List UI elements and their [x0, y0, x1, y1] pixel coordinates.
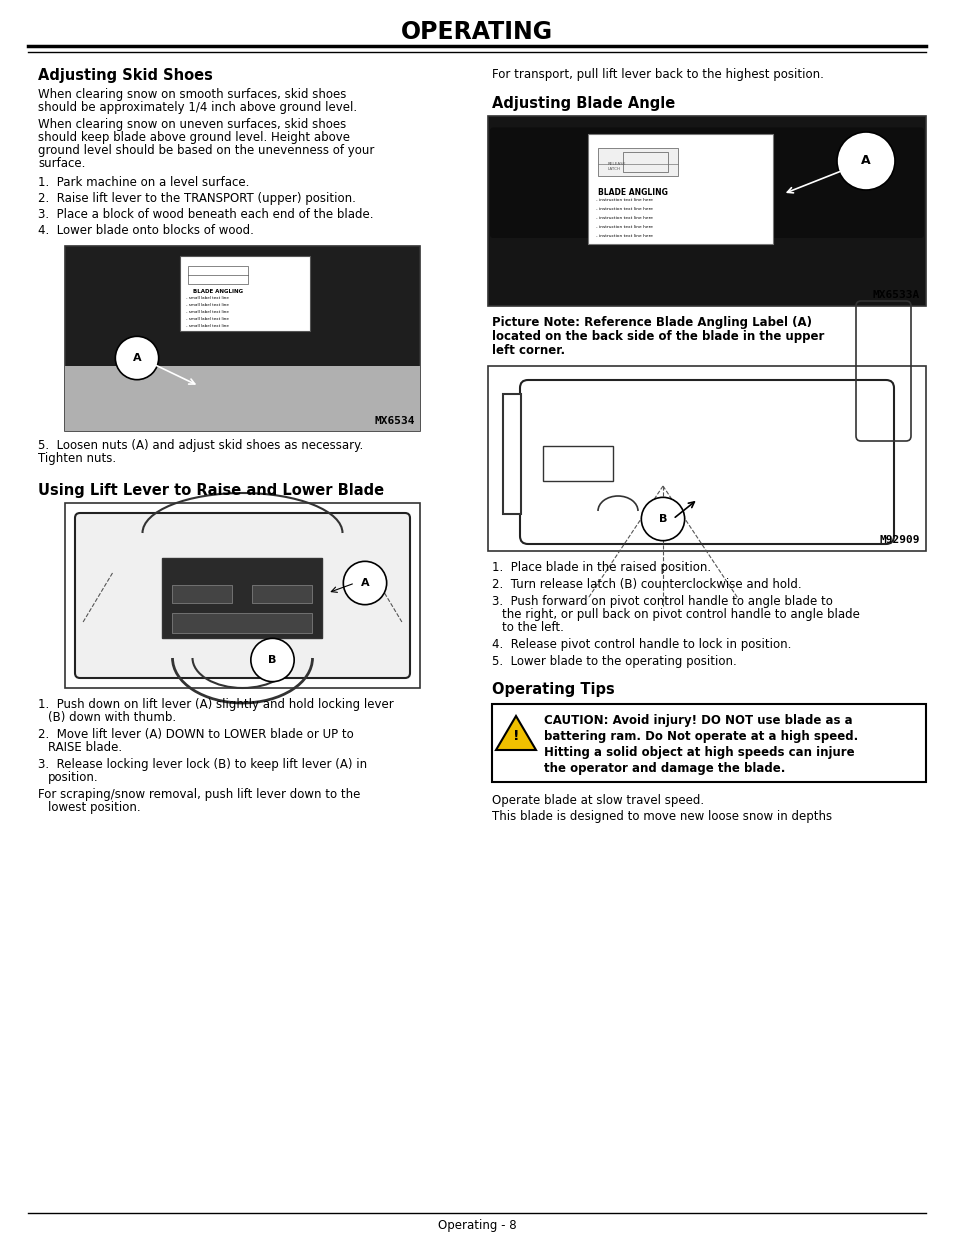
Text: RELEASE
LATCH: RELEASE LATCH [607, 162, 626, 170]
Text: surface.: surface. [38, 157, 85, 170]
Text: BLADE ANGLING: BLADE ANGLING [598, 188, 667, 198]
Bar [502, 394, 520, 514]
Bar [542, 446, 613, 480]
Text: - small label text line: - small label text line [186, 324, 229, 329]
Text: 1.  Push down on lift lever (A) slightly and hold locking lever: 1. Push down on lift lever (A) slightly … [38, 698, 394, 711]
Text: ground level should be based on the unevenness of your: ground level should be based on the unev… [38, 144, 374, 157]
Text: battering ram. Do Not operate at a high speed.: battering ram. Do Not operate at a high … [543, 730, 858, 743]
Bar [492, 704, 925, 782]
Text: 1.  Park machine on a level surface.: 1. Park machine on a level surface. [38, 177, 249, 189]
Text: - small label text line: - small label text line [186, 296, 229, 300]
Text: 3.  Place a block of wood beneath each end of the blade.: 3. Place a block of wood beneath each en… [38, 207, 374, 221]
Text: left corner.: left corner. [492, 345, 564, 357]
FancyBboxPatch shape [75, 513, 410, 678]
Text: BLADE ANGLING: BLADE ANGLING [193, 289, 243, 294]
Text: For transport, pull lift lever back to the highest position.: For transport, pull lift lever back to t… [492, 68, 823, 82]
Bar [622, 152, 667, 172]
Text: Using Lift Lever to Raise and Lower Blade: Using Lift Lever to Raise and Lower Blad… [38, 483, 384, 498]
Text: 2.  Raise lift lever to the TRANSPORT (upper) position.: 2. Raise lift lever to the TRANSPORT (up… [38, 191, 355, 205]
Text: the right, or pull back on pivot control handle to angle blade: the right, or pull back on pivot control… [501, 608, 859, 621]
Text: MX6533A: MX6533A [872, 290, 919, 300]
Text: (B) down with thumb.: (B) down with thumb. [48, 711, 176, 724]
Text: - small label text line: - small label text line [186, 303, 229, 308]
Text: 5.  Lower blade to the operating position.: 5. Lower blade to the operating position… [492, 655, 736, 668]
Polygon shape [496, 716, 536, 750]
Text: Adjusting Skid Shoes: Adjusting Skid Shoes [38, 68, 213, 83]
Bar [162, 558, 322, 638]
Text: A: A [132, 353, 141, 363]
Text: Picture Note: Reference Blade Angling Label (A): Picture Note: Reference Blade Angling La… [492, 316, 811, 329]
Text: When clearing snow on smooth surfaces, skid shoes: When clearing snow on smooth surfaces, s… [38, 88, 346, 101]
Text: MX6534: MX6534 [375, 416, 415, 426]
Text: - instruction text line here: - instruction text line here [596, 225, 652, 228]
Text: CAUTION: Avoid injury! DO NOT use blade as a: CAUTION: Avoid injury! DO NOT use blade … [543, 714, 852, 727]
Text: should be approximately 1/4 inch above ground level.: should be approximately 1/4 inch above g… [38, 101, 356, 114]
Text: - instruction text line here: - instruction text line here [596, 207, 652, 211]
Text: Operate blade at slow travel speed.: Operate blade at slow travel speed. [492, 794, 703, 806]
Bar [180, 256, 310, 331]
Text: B: B [268, 655, 276, 664]
Text: should keep blade above ground level. Height above: should keep blade above ground level. He… [38, 131, 350, 144]
Bar [188, 266, 248, 284]
Text: located on the back side of the blade in the upper: located on the back side of the blade in… [492, 330, 823, 343]
Text: the operator and damage the blade.: the operator and damage the blade. [543, 762, 784, 776]
Text: Operating - 8: Operating - 8 [437, 1219, 516, 1231]
Text: OPERATING: OPERATING [400, 20, 553, 44]
Bar [253, 585, 313, 603]
Text: When clearing snow on uneven surfaces, skid shoes: When clearing snow on uneven surfaces, s… [38, 119, 346, 131]
Bar [488, 366, 925, 551]
Text: 3.  Release locking lever lock (B) to keep lift lever (A) in: 3. Release locking lever lock (B) to kee… [38, 758, 367, 771]
Text: 5.  Loosen nuts (A) and adjust skid shoes as necessary.: 5. Loosen nuts (A) and adjust skid shoes… [38, 438, 363, 452]
Text: RAISE blade.: RAISE blade. [48, 741, 122, 755]
Text: B: B [659, 514, 666, 524]
Text: 3.  Push forward on pivot control handle to angle blade to: 3. Push forward on pivot control handle … [492, 595, 832, 608]
Text: 1.  Place blade in the raised position.: 1. Place blade in the raised position. [492, 561, 710, 574]
Text: 4.  Lower blade onto blocks of wood.: 4. Lower blade onto blocks of wood. [38, 224, 253, 237]
Text: A: A [360, 578, 369, 588]
Text: Operating Tips: Operating Tips [492, 682, 614, 697]
Text: A: A [861, 154, 870, 168]
Bar [587, 135, 772, 245]
Text: Tighten nuts.: Tighten nuts. [38, 452, 116, 466]
Bar [488, 116, 925, 306]
Text: For scraping/snow removal, push lift lever down to the: For scraping/snow removal, push lift lev… [38, 788, 360, 802]
Bar [172, 585, 233, 603]
Text: 2.  Move lift lever (A) DOWN to LOWER blade or UP to: 2. Move lift lever (A) DOWN to LOWER bla… [38, 727, 354, 741]
Text: 4.  Release pivot control handle to lock in position.: 4. Release pivot control handle to lock … [492, 638, 791, 651]
Text: to the left.: to the left. [501, 621, 563, 634]
Bar [65, 246, 419, 431]
Text: lowest position.: lowest position. [48, 802, 140, 814]
Text: This blade is designed to move new loose snow in depths: This blade is designed to move new loose… [492, 810, 831, 823]
Text: Hitting a solid object at high speeds can injure: Hitting a solid object at high speeds ca… [543, 746, 854, 760]
FancyBboxPatch shape [490, 127, 923, 238]
Text: M92909: M92909 [879, 535, 919, 545]
Text: 2.  Turn release latch (B) counterclockwise and hold.: 2. Turn release latch (B) counterclockwi… [492, 578, 801, 592]
Bar [598, 148, 678, 177]
Text: - small label text line: - small label text line [186, 310, 229, 314]
Text: position.: position. [48, 771, 98, 784]
Text: - small label text line: - small label text line [186, 317, 229, 321]
Text: - instruction text line here: - instruction text line here [596, 216, 652, 220]
Bar [65, 503, 419, 688]
Text: !: ! [512, 729, 518, 743]
Text: - instruction text line here: - instruction text line here [596, 233, 652, 238]
Text: - instruction text line here: - instruction text line here [596, 198, 652, 203]
Text: Adjusting Blade Angle: Adjusting Blade Angle [492, 96, 675, 111]
Bar [172, 613, 313, 634]
Bar [65, 367, 419, 431]
